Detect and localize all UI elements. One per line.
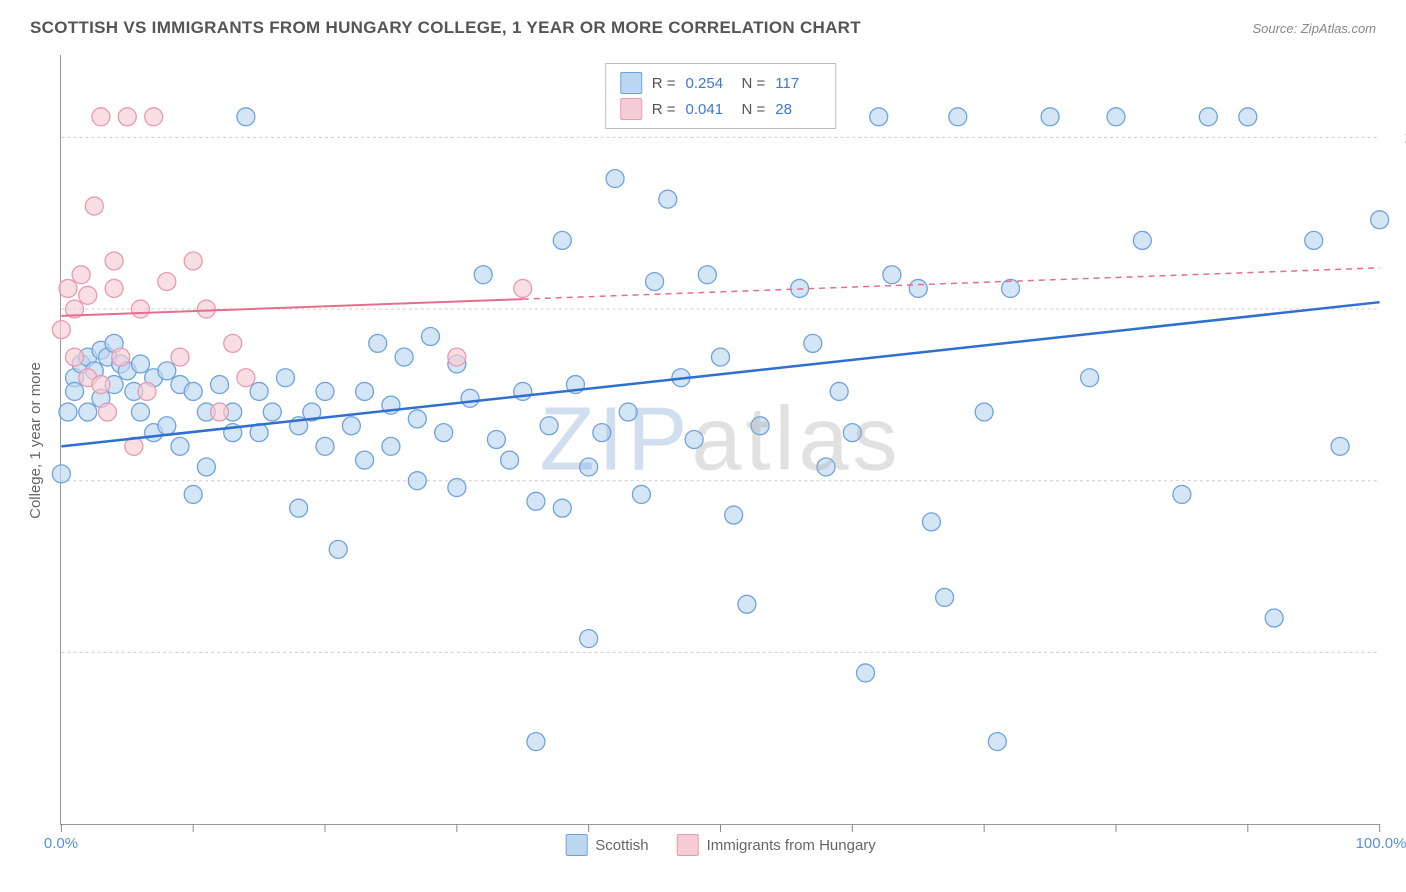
legend-item-scottish: Scottish [565, 834, 648, 856]
y-axis-label: College, 1 year or more [20, 55, 50, 825]
legend-row-hungary: R = 0.041 N = 28 [620, 96, 822, 122]
swatch-hungary [620, 98, 642, 120]
r-value-scottish: 0.254 [686, 75, 732, 92]
x-tick-label: 100.0% [1356, 835, 1406, 852]
swatch-hungary [677, 834, 699, 856]
swatch-scottish [620, 72, 642, 94]
chart-svg [61, 55, 1380, 824]
r-label: R = [652, 101, 676, 118]
r-label: R = [652, 75, 676, 92]
n-label: N = [742, 75, 766, 92]
n-value-hungary: 28 [775, 101, 821, 118]
n-label: N = [742, 101, 766, 118]
chart-title: SCOTTISH VS IMMIGRANTS FROM HUNGARY COLL… [30, 18, 861, 38]
swatch-scottish [565, 834, 587, 856]
x-tick-label: 0.0% [44, 835, 78, 852]
legend-label-hungary: Immigrants from Hungary [707, 837, 876, 854]
legend-row-scottish: R = 0.254 N = 117 [620, 70, 822, 96]
legend-item-hungary: Immigrants from Hungary [677, 834, 876, 856]
legend-label-scottish: Scottish [595, 837, 648, 854]
series-legend: Scottish Immigrants from Hungary [565, 834, 876, 856]
correlation-legend: R = 0.254 N = 117 R = 0.041 N = 28 [605, 63, 837, 129]
scatter-plot: ZIPatlas R = 0.254 N = 117 R = 0.041 N =… [60, 55, 1380, 825]
n-value-scottish: 117 [775, 75, 821, 92]
r-value-hungary: 0.041 [686, 101, 732, 118]
source-label: Source: ZipAtlas.com [1252, 21, 1376, 36]
